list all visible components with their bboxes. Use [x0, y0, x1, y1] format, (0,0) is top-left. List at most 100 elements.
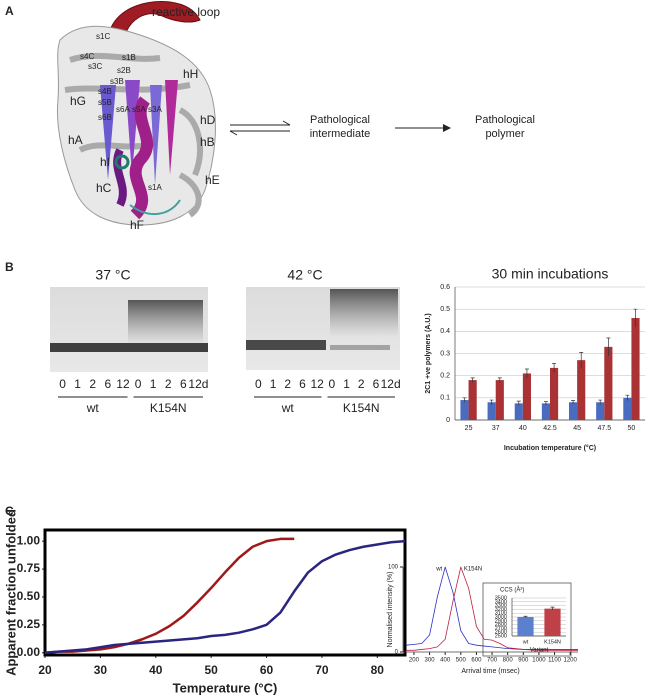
x-tick-label: 400	[440, 658, 451, 664]
structure-label: s1B	[122, 53, 136, 62]
structure-label: hG	[70, 94, 86, 108]
lane-label: 2	[165, 377, 172, 391]
structure-label: s5B	[98, 98, 112, 107]
panel-label: C	[5, 504, 14, 518]
lane-label: 1	[150, 377, 157, 391]
group-label: K154N	[150, 401, 187, 415]
error-bar	[579, 352, 584, 368]
x-tick-label: 1200	[564, 658, 578, 664]
series-label: wt	[435, 567, 442, 573]
lane-label: 1	[343, 377, 350, 391]
lane-label: 0	[59, 377, 66, 391]
x-tick-label: 600	[471, 658, 482, 664]
error-bar	[523, 615, 528, 618]
y-tick-label: 0	[446, 417, 450, 424]
x-tick-label: K154N	[544, 639, 561, 645]
structure-label: s6B	[98, 113, 112, 122]
bar	[517, 617, 534, 636]
y-tick-label: 0.6	[440, 284, 450, 291]
x-tick-label: 1100	[548, 658, 562, 664]
x-tick-label: 700	[487, 658, 498, 664]
structure-label: s6A	[116, 105, 130, 114]
bar	[495, 380, 504, 420]
structure-label: s4C	[80, 52, 94, 61]
group-label: wt	[86, 401, 100, 415]
scheme-text: intermediate	[310, 128, 371, 140]
data-line	[406, 566, 578, 650]
y-tick-label: 2600	[495, 630, 507, 636]
bar	[569, 402, 578, 420]
data-line	[44, 537, 295, 655]
structure-label: hD	[200, 113, 216, 127]
x-tick-label: 30	[94, 663, 108, 677]
error-bar	[571, 400, 576, 405]
x-tick-label: 800	[503, 658, 514, 664]
y-tick-label: 0.00	[17, 645, 41, 659]
y-tick-label: 3200	[495, 607, 507, 613]
y-axis-label: Apparent fraction unfolded	[3, 509, 18, 676]
x-tick-label: 70	[315, 663, 329, 677]
error-bar	[497, 377, 502, 383]
lane-label: 2	[89, 377, 96, 391]
panel-label: B	[5, 260, 14, 274]
x-tick-label: 20	[38, 663, 52, 677]
y-tick-label: 0.50	[17, 589, 41, 603]
bar	[550, 367, 559, 420]
y-axis-label: 2C1 +ve polymers (A.U.)	[425, 313, 432, 393]
lane-label: 6	[373, 377, 380, 391]
y-tick-label: 3000	[495, 614, 507, 620]
error-bar	[470, 377, 475, 383]
structure-label: hF	[130, 218, 144, 232]
y-tick-label: 2500	[495, 633, 507, 639]
plot-frame	[43, 528, 407, 657]
error-bar	[633, 308, 638, 327]
x-tick-label: wt	[522, 639, 529, 645]
lane-label: 2	[284, 377, 291, 391]
y-tick-label: 0.1	[440, 395, 450, 402]
bar	[544, 608, 561, 636]
equilibrium-arrow	[282, 120, 291, 126]
x-tick-label: 900	[518, 658, 529, 664]
error-bar	[550, 606, 555, 611]
x-tick-label: 50	[628, 425, 636, 432]
y-tick-label: 0.25	[17, 617, 41, 631]
lane-label: 1	[74, 377, 81, 391]
error-bar	[462, 397, 467, 403]
chart: 2500260027002800290030003100320033003400…	[495, 587, 566, 654]
lane-label: 2	[358, 377, 365, 391]
x-tick-label: 1000	[532, 658, 546, 664]
scheme-text: Pathological	[310, 114, 370, 126]
x-tick-label: 42.5	[543, 425, 557, 432]
lane-label: 12d	[188, 377, 208, 391]
x-tick-label: 40	[149, 663, 163, 677]
bar	[514, 403, 523, 420]
y-tick-label: 0.4	[440, 328, 450, 335]
lane-label: 0	[329, 377, 336, 391]
x-tick-label: 45	[573, 425, 581, 432]
lane-label: 0	[255, 377, 262, 391]
bar	[541, 403, 550, 420]
bar	[596, 402, 605, 420]
x-axis-label: Incubation temperature (°C)	[504, 444, 596, 452]
bar	[623, 397, 632, 420]
x-tick-label: 500	[456, 658, 467, 664]
x-tick-label: 80	[371, 663, 385, 677]
x-tick-label: 47.5	[597, 425, 611, 432]
structure-label: hB	[200, 135, 215, 149]
lane-label: 0	[135, 377, 142, 391]
y-tick-label: 2800	[495, 622, 507, 628]
y-tick-label: 3400	[495, 599, 507, 605]
y-tick-label: 3100	[495, 611, 507, 617]
structure-label: s3C	[88, 62, 102, 71]
lane-label: 12d	[381, 377, 401, 391]
structure-label: s1A	[148, 183, 162, 192]
error-bar	[524, 368, 529, 378]
bar	[522, 373, 531, 420]
x-axis-label: Temperature (°C)	[173, 680, 278, 695]
error-bar	[606, 337, 611, 356]
gel-title: 42 °C	[287, 267, 322, 283]
y-tick-label: 0.3	[440, 350, 450, 357]
error-bar	[552, 363, 557, 373]
